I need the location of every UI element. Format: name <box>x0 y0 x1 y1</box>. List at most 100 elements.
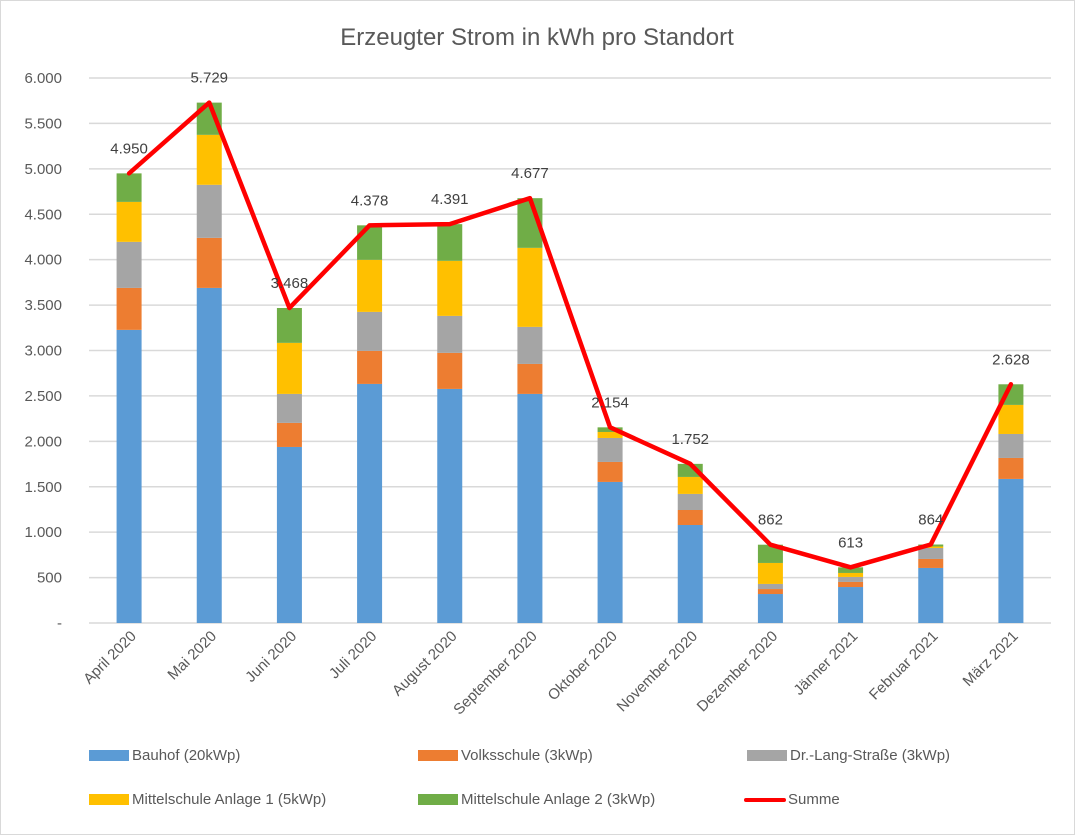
bar-segment <box>838 567 864 573</box>
y-tick-label: 2.500 <box>24 388 62 405</box>
bar-segment <box>677 524 703 623</box>
data-label: 613 <box>838 534 863 551</box>
data-labels: 4.950 5.729 3.468 4.378 4.391 4.677 2.154 1.752… <box>110 70 1029 552</box>
bar-segment <box>276 342 302 394</box>
x-tick-label: Juni 2020 <box>242 628 300 686</box>
x-tick-label: Dezember 2020 <box>694 628 781 715</box>
bar-segment <box>918 558 944 568</box>
data-label: 864 <box>918 512 943 529</box>
data-label: 862 <box>758 512 783 529</box>
legend-item-mittelschule-anlage-1[interactable]: Mittelschule Anlage 1 (5kWp) <box>89 791 326 808</box>
legend-label: Summe <box>788 791 840 808</box>
bar-segment <box>196 237 222 288</box>
bar-segment <box>838 587 864 623</box>
x-tick-label: Februar 2021 <box>866 628 942 704</box>
data-label: 2.154 <box>591 394 629 411</box>
x-tick-label: November 2020 <box>614 628 701 715</box>
x-tick-label: Juli 2020 <box>326 628 380 682</box>
bar-segment <box>838 581 864 588</box>
bar-segment <box>196 287 222 623</box>
x-tick-label: August 2020 <box>389 628 461 700</box>
bar-segment <box>116 329 142 623</box>
bar-segment <box>116 201 142 242</box>
bar-segment <box>357 383 383 623</box>
legend-item-volksschule[interactable]: Volksschule (3kWp) <box>418 747 593 764</box>
bar-segment <box>677 493 703 511</box>
bar-segment <box>998 433 1024 458</box>
bar-segment <box>838 576 864 582</box>
y-tick-label: 1.000 <box>24 524 62 541</box>
x-tick-label: März 2021 <box>960 628 1022 690</box>
bar-segment <box>757 544 783 563</box>
x-tick-label: Jänner 2021 <box>790 628 861 699</box>
bar-segment <box>116 241 142 288</box>
data-label: 4.677 <box>511 165 549 182</box>
y-tick-label: 3.000 <box>24 343 62 360</box>
bar-segment <box>517 326 543 364</box>
bar-segment <box>437 315 463 353</box>
bar-segment <box>437 260 463 316</box>
y-tick-label: 5.000 <box>24 161 62 178</box>
summe-line <box>126 100 1014 570</box>
bar-segment <box>517 363 543 394</box>
legend-label: Bauhof (20kWp) <box>132 747 241 764</box>
bar-segment <box>357 350 383 384</box>
bar-segment <box>437 224 463 261</box>
bar-segment <box>276 307 302 343</box>
legend-label: Volksschule (3kWp) <box>461 747 593 764</box>
legend-swatch <box>418 750 458 761</box>
bar-segment <box>998 404 1024 434</box>
bar-segment <box>918 547 944 559</box>
bars <box>116 102 1024 623</box>
bar-segment <box>757 589 783 595</box>
y-tick-label: 4.500 <box>24 206 62 223</box>
gridlines <box>89 77 1051 624</box>
y-tick-label: 5.500 <box>24 115 62 132</box>
bar-segment <box>357 259 383 312</box>
bar-segment <box>757 594 783 623</box>
x-tick-label: September 2020 <box>450 628 540 718</box>
bar-segment <box>918 546 944 548</box>
y-tick-label: 4.000 <box>24 252 62 269</box>
bar-segment <box>757 562 783 584</box>
bar-segment <box>838 572 864 577</box>
chart-title: Erzeugter Strom in kWh pro Standort <box>340 24 734 51</box>
data-label: 1.752 <box>671 431 709 448</box>
bar-segment <box>357 225 383 260</box>
bar-segment <box>437 388 463 623</box>
data-label: 2.628 <box>992 351 1030 368</box>
legend-item-dr-lang-strasse[interactable]: Dr.-Lang-Straße (3kWp) <box>747 747 950 764</box>
bar-segment <box>597 481 623 623</box>
legend-item-mittelschule-anlage-2[interactable]: Mittelschule Anlage 2 (3kWp) <box>418 791 655 808</box>
bar-segment <box>597 437 623 462</box>
bar-segment <box>196 134 222 185</box>
y-tick-label: - <box>57 615 62 632</box>
legend-swatch <box>89 794 129 805</box>
x-tick-label: April 2020 <box>80 628 140 688</box>
bar-segment <box>517 247 543 327</box>
bar-segment <box>998 478 1024 623</box>
bar-segment <box>998 457 1024 479</box>
legend-swatch <box>418 794 458 805</box>
bar-segment <box>677 476 703 494</box>
legend-item-bauhof[interactable]: Bauhof (20kWp) <box>89 747 240 764</box>
y-tick-label: 6.000 <box>24 70 62 87</box>
bar-segment <box>597 461 623 482</box>
x-axis: April 2020 Mai 2020 Juni 2020 Juli 2020 Augu… <box>80 628 1022 718</box>
legend-swatch <box>747 750 787 761</box>
bar-segment <box>116 287 142 330</box>
bar-segment <box>357 311 383 351</box>
bar-segment <box>276 393 302 423</box>
bar-segment <box>597 431 623 438</box>
y-axis: - 500 1.000 1.500 2.000 2.500 3.000 3.500 4.000 4… <box>24 70 62 632</box>
legend-item-summe[interactable]: Summe <box>744 791 840 808</box>
y-tick-label: 3.500 <box>24 297 62 314</box>
data-label: 5.729 <box>190 70 228 87</box>
bar-segment <box>276 446 302 623</box>
data-label: 4.391 <box>431 191 469 208</box>
bar-segment <box>116 173 142 202</box>
legend-label: Dr.-Lang-Straße (3kWp) <box>790 747 951 764</box>
data-label: 4.950 <box>110 140 148 157</box>
data-label: 4.378 <box>351 192 389 209</box>
